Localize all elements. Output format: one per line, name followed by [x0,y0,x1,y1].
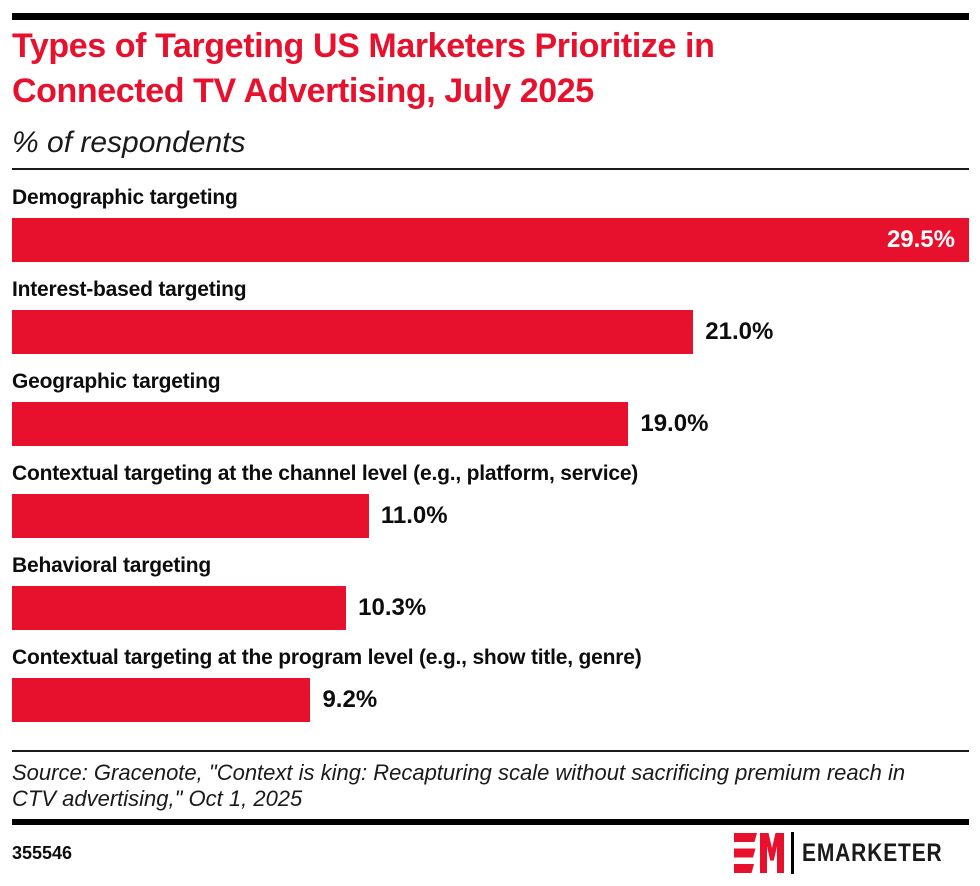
chart-row: Geographic targeting 19.0% [12,368,969,446]
footer: 355546 EMARKETER [12,831,969,875]
bar-label: Behavioral targeting [12,554,212,577]
bar-value: 10.3% [358,594,427,621]
bar [12,310,694,354]
top-rule [12,13,969,20]
source-note: Source: Gracenote, "Context is king: Rec… [12,760,906,811]
logo-divider [790,832,794,874]
bar [12,678,311,722]
bar-track: 19.0% [12,402,969,446]
bar-value: 29.5% [886,226,955,253]
chart-title-line-2: Connected TV Advertising, July 2025 [12,72,594,110]
chart-row: Contextual targeting at the channel leve… [12,460,969,538]
header-divider [12,168,969,170]
bar [12,494,369,538]
bar-value: 21.0% [705,318,774,345]
footer-divider [12,750,969,752]
chart-title: Types of Targeting US Marketers Prioriti… [12,24,969,114]
bar-label: Contextual targeting at the channel leve… [12,462,639,485]
chart-row: Contextual targeting at the program leve… [12,644,969,722]
bar: 29.5% [12,218,969,262]
chart-title-line-1: Types of Targeting US Marketers Prioriti… [12,27,715,65]
chart-row: Interest-based targeting 21.0% [12,276,969,354]
bar-track: 29.5% [12,218,969,262]
bar [12,586,347,630]
bar-label: Demographic targeting [12,186,238,209]
bar [12,402,629,446]
bar-chart: Demographic targeting 29.5% Interest-bas… [12,184,969,722]
chart-page: Types of Targeting US Marketers Prioriti… [12,13,969,875]
bar-track: 21.0% [12,310,969,354]
bar-track: 10.3% [12,586,969,630]
em-monogram-icon [733,833,784,873]
bar-track: 9.2% [12,678,969,722]
brand-name: EMARKETER [801,838,943,867]
bottom-rule [12,819,969,825]
chart-row: Behavioral targeting 10.3% [12,552,969,630]
bar-value: 9.2% [322,686,378,713]
bar-label: Contextual targeting at the program leve… [12,646,642,669]
bar-value: 11.0% [380,502,448,529]
bar-value: 19.0% [640,410,709,437]
bar-label: Interest-based targeting [12,278,247,301]
chart-row: Demographic targeting 29.5% [12,184,969,262]
bar-track: 11.0% [12,494,969,538]
emarketer-logo: EMARKETER [733,831,969,875]
chart-subtitle: % of respondents [12,126,246,159]
chart-id: 355546 [12,842,73,863]
bar-label: Geographic targeting [12,370,221,393]
